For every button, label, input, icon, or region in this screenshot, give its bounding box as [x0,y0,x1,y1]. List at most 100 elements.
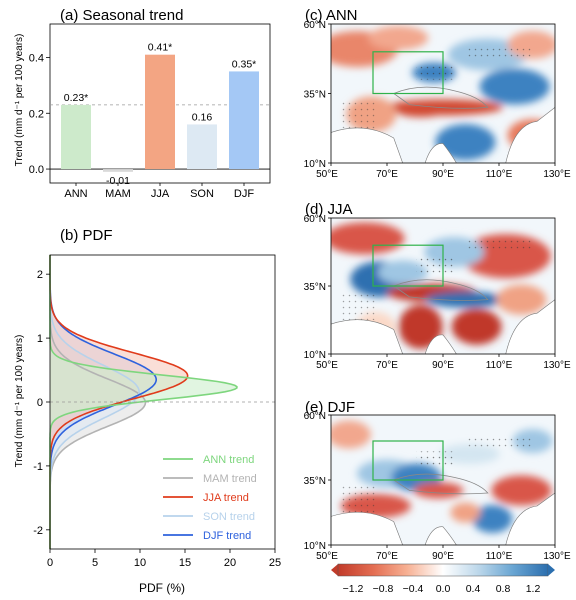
panel-a-axes: 0.0 0.2 0.4 ANN MAM JJA SON DJF [29,23,271,200]
panel-c-lat-tick-label: 10°N [304,159,326,170]
panel-d-stipple [342,292,376,320]
panel-e-lon-tick-label: 130°E [543,551,571,562]
panel-b-x-tick-label: 20 [224,557,236,569]
panel-d-ocean-west [331,319,403,354]
panel-a-value-label: 0.16 [192,111,213,123]
panel-e-lat-tick-label: 60°N [304,411,326,422]
panel-d-anomaly [496,284,547,315]
panel-e-anomaly [472,505,513,533]
panel-d-study-region-box [372,244,444,287]
panel-a-x-tick-label: JJA [151,188,170,200]
panel-b-x-tick-label: 10 [134,557,146,569]
panel-e-plateau-outline [392,473,489,495]
panel-b-legend-label: SON trend [203,511,255,523]
panel-b-x-tick-label: 5 [92,557,98,569]
panel-c-study-region-box [372,51,444,95]
panel-c-anomaly [395,103,446,118]
panel-b-y-tick-label: 1 [37,333,43,345]
panel-a-y-axis-label: Trend (mm d⁻¹ per 100 years) [14,34,25,167]
panel-d-lon-tick-label: 130°E [543,360,571,371]
panel-a-x-tick-label: ANN [64,188,87,200]
panel-e-coastline [505,492,555,545]
panel-b-x-axis-label: PDF (%) [139,581,185,595]
panel-c-title: (c) ANN [305,7,358,24]
panel-a-y-tick-label: 0.0 [29,164,44,176]
colorbar-tick-label: −1.2 [343,583,364,595]
panel-b-x-tick-label: 15 [179,557,191,569]
panel-e-lon-tick-label: 70°E [376,551,398,562]
panel-c-coastline [505,107,555,163]
panel-c-lon-tick-label: 130°E [543,169,571,180]
panel-a-bar [229,71,259,170]
panel-e-ocean-bay [425,526,457,545]
panel-b-legend-label: JJA trend [203,492,249,504]
panel-e-map: 10°N 35°N 60°N 50°E 70°E 90°E 110°E 130°E [304,411,571,562]
panel-a-x-tick-label: MAM [105,188,131,200]
panel-d-title: (d) JJA [305,201,353,218]
panel-c-lon-tick-label: 110°E [486,169,513,180]
colorbar-tick-label: −0.4 [403,583,424,595]
panel-d-lat-tick-label: 60°N [304,214,326,225]
panel-b-title: (b) PDF [60,227,113,244]
panel-a-bar-chart: (a) Seasonal trend Trend (mm d⁻¹ per 100… [14,7,271,200]
panel-a-title: (a) Seasonal trend [60,7,183,24]
panel-b-legend-label: ANN trend [203,454,254,466]
panel-e-field [331,415,555,545]
colorbar-left-arrow [331,564,338,576]
panel-d-anomaly [398,304,443,349]
panel-c-coastline [331,127,403,163]
panel-c-ocean-west [331,127,403,163]
panel-d-anomaly [425,291,506,308]
panel-d-ocean-east [505,299,555,354]
colorbar-tick-label: −0.8 [373,583,394,595]
panel-c-stipple [416,62,457,80]
panel-a-value-label: 0.41* [148,42,173,54]
panel-a-bar [103,169,133,172]
panel-b-legend-label: DJF trend [203,530,251,542]
panel-a-bar [145,54,175,170]
panel-d-lat-tick-label: 10°N [304,350,326,361]
panel-b-x-tick-label: 0 [47,557,53,569]
panel-b-legend-label: MAM trend [203,473,257,485]
panel-b-axes: 0 5 10 15 20 25 -2 -1 0 1 2 [33,254,281,569]
panel-a-bar [187,124,217,170]
panel-e-coastline [331,511,403,545]
panel-e-lon-tick-label: 110°E [486,551,513,562]
panel-c-coastline [424,143,457,163]
panel-d-coastline [505,299,555,354]
panel-c-lat-tick-label: 35°N [304,90,326,101]
panel-c-lat-tick-label: 60°N [304,20,326,31]
panel-c-ocean-bay [425,143,457,163]
panel-e-anomaly [331,420,371,449]
panel-c-map: 10°N 35°N 60°N 50°E 70°E 90°E 110°E 130°E [304,20,571,180]
colorbar-gradient [337,563,549,577]
panel-c-anomaly [435,124,496,161]
panel-d-lat-tick-label: 35°N [304,282,326,293]
panel-d-coastline [424,334,457,354]
panel-d-map: 10°N 35°N 60°N 50°E 70°E 90°E 110°E 130°E [304,214,571,371]
panel-c-anomaly [479,68,550,105]
panel-e-anomaly [413,482,464,499]
colorbar-tick-label: 1.2 [526,583,541,595]
panel-c-anomaly [368,25,429,50]
colorbar-tick-label: 0.8 [496,583,511,595]
panel-a-value-label: 0.23* [64,92,89,104]
panel-d-ocean-bay [425,334,457,354]
panel-a-y-tick-label: 0.2 [29,108,44,120]
panel-c-lon-tick-label: 50°E [316,169,338,180]
panel-e-lon-tick-label: 50°E [316,551,338,562]
panel-e-stipple [465,434,533,448]
panel-c-lon-tick-label: 70°E [376,169,398,180]
panel-d-stipple [465,238,533,252]
panel-e-ocean-west [331,512,403,545]
panel-d-lon-tick-label: 70°E [376,360,398,371]
panel-e-coastline [424,526,457,545]
panel-e-title: (e) DJF [305,399,355,416]
panel-d-coastline [331,319,403,354]
panel-c-stipple [342,100,376,129]
panel-b-y-tick-label: 0 [37,397,43,409]
panel-b-y-axis-label: Trend (mm d⁻¹ per 100 years) [14,335,25,468]
panel-e-lat-tick-label: 35°N [304,476,326,487]
panel-c-stipple [465,44,533,59]
